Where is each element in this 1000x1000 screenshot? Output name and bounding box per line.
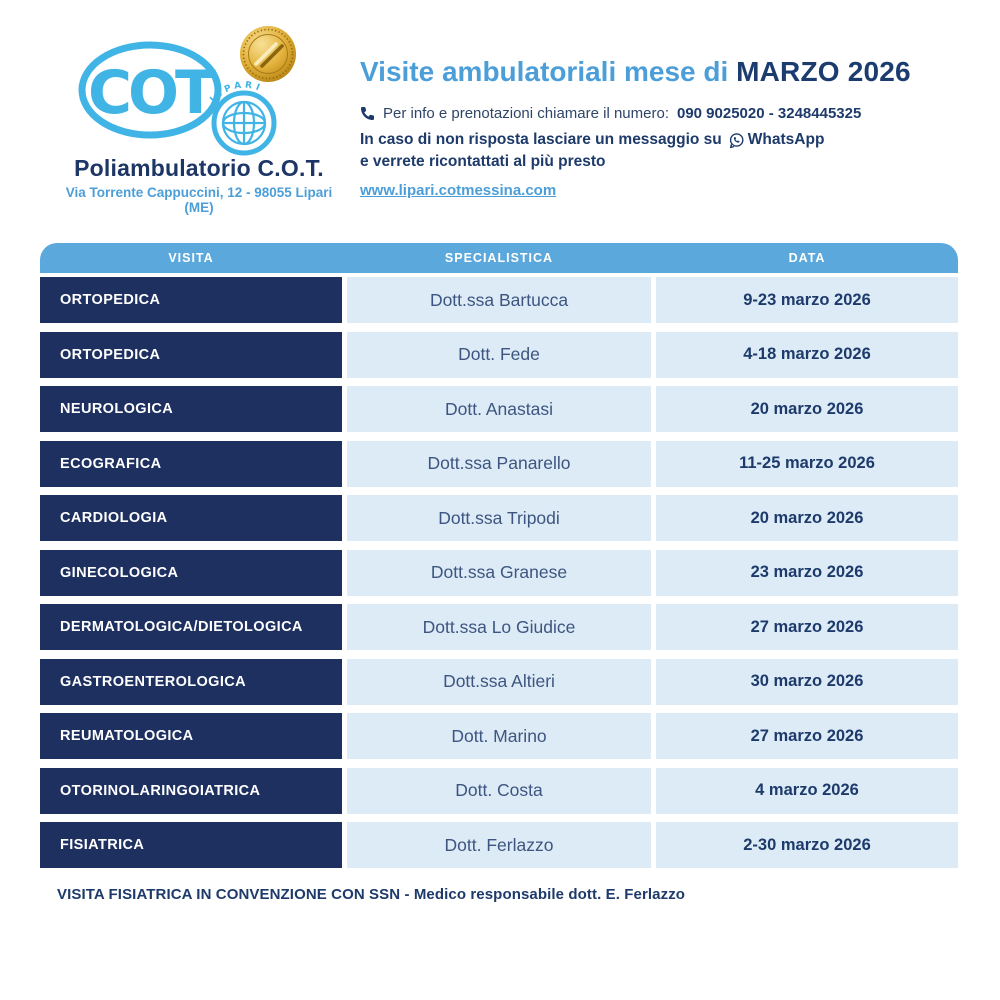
table-row: NEUROLOGICA Dott. Anastasi 20 marzo 2026 [40,386,958,432]
data-cell: 4 marzo 2026 [656,767,958,814]
visita-cell: FISIATRICA [40,822,342,868]
brand-name: Poliambulatorio C.O.T. [74,155,324,181]
column-header-specialistica: SPECIALISTICA [444,251,554,265]
page-title: Visite ambulatoriali mese di MARZO 2026 [360,56,960,88]
visita-cell: ORTOPEDICA [40,331,342,378]
whatsapp-label: WhatsApp [747,131,825,148]
website-link[interactable]: www.lipari.cotmessina.com [360,182,557,199]
phone-icon [361,107,374,120]
brand-address: Via Torrente Cappuccini, 12 - 98055 Lipa… [65,185,333,215]
table-row: FISIATRICA Dott. Ferlazzo 2-30 marzo 2026 [40,822,958,868]
table-row: ECOGRAFICA Dott.ssa Panarello 11-25 marzo … [40,440,958,487]
phone-label: Per info e prenotazioni chiamare il nume… [383,105,669,122]
whatsapp-note: In caso di non risposta lasciare un mess… [360,129,960,151]
data-cell: 9-23 marzo 2026 [656,277,958,323]
specialista-cell: Dott.ssa Lo Giudice [347,604,651,650]
specialista-cell: Dott.ssa Panarello [347,440,651,487]
specialista-cell: Dott.ssa Bartucca [347,277,651,323]
data-cell: 2-30 marzo 2026 [656,822,958,868]
table-row: OTORINOLARINGOIATRICA Dott. Costa 4 marzo … [40,767,958,814]
specialista-cell: Dott.ssa Altieri [347,658,651,705]
logo-text: COT [88,58,216,128]
data-cell: 27 marzo 2026 [656,713,958,759]
table-header-row: VISITA SPECIALISTICA DATA [40,243,958,273]
table-row: REUMATOLOGICA Dott. Marino 27 marzo 2026 [40,713,958,759]
data-cell: 11-25 marzo 2026 [656,440,958,487]
brand-block: COT LIPARI [55,22,343,215]
visita-cell: GASTROENTEROLOGICA [40,658,342,705]
note-line2: e verrete ricontattati al più presto [360,153,606,170]
table-row: CARDIOLOGIA Dott.ssa Tripodi 20 marzo 2026 [40,495,958,541]
data-cell: 20 marzo 2026 [656,495,958,541]
visita-cell: NEUROLOGICA [40,386,342,432]
footer-note: VISITA FISIATRICA IN CONVENZIONE CON SSN… [57,886,686,903]
specialista-cell: Dott. Ferlazzo [347,822,651,868]
column-header-visita: VISITA [168,251,214,265]
visita-cell: DERMATOLOGICA/DIETOLOGICA [40,604,342,650]
table-row: ORTOPEDICA Dott.ssa Bartucca 9-23 marzo 20… [40,277,958,323]
visita-cell: ECOGRAFICA [40,440,342,487]
visita-cell: ORTOPEDICA [40,277,342,323]
data-cell: 20 marzo 2026 [656,386,958,432]
data-cell: 23 marzo 2026 [656,549,958,596]
visita-cell: CARDIOLOGIA [40,495,342,541]
cot-logo: COT LIPARI [78,41,277,156]
specialista-cell: Dott.ssa Tripodi [347,495,651,541]
table-body: ORTOPEDICA Dott.ssa Bartucca 9-23 marzo 20… [40,277,958,868]
visita-cell: REUMATOLOGICA [40,713,342,759]
table-row: GINECOLOGICA Dott.ssa Granese 23 marzo 202… [40,549,958,596]
phone-line: Per info e prenotazioni chiamare il nume… [360,105,960,122]
specialista-cell: Dott. Costa [347,767,651,814]
schedule-table: VISITA SPECIALISTICA DATA ORTOPEDICA Dott… [40,243,958,868]
table-row: ORTOPEDICA Dott. Fede 4-18 marzo 2026 [40,331,958,378]
note-text: In caso di non risposta lasciare un mess… [360,131,722,148]
title-month: MARZO 2026 [736,56,911,87]
specialista-cell: Dott. Fede [347,331,651,378]
column-header-data: DATA [788,251,826,265]
specialista-cell: Dott.ssa Granese [347,549,651,596]
data-cell: 4-18 marzo 2026 [656,331,958,378]
specialista-cell: Dott. Anastasi [347,386,651,432]
data-cell: 27 marzo 2026 [656,604,958,650]
table-row: GASTROENTEROLOGICA Dott.ssa Altieri 30 mar… [40,658,958,705]
visita-cell: GINECOLOGICA [40,549,342,596]
header-block: Visite ambulatoriali mese di MARZO 2026 … [360,56,960,200]
visita-cell: OTORINOLARINGOIATRICA [40,767,342,814]
table-row: DERMATOLOGICA/DIETOLOGICA Dott.ssa Lo Giu… [40,604,958,650]
whatsapp-icon [729,132,744,148]
quality-seal-icon [240,26,296,82]
specialista-cell: Dott. Marino [347,713,651,759]
title-regular: Visite ambulatoriali mese di [360,56,737,87]
phone-numbers: 090 9025020 - 3248445325 [676,105,862,122]
data-cell: 30 marzo 2026 [656,658,958,705]
